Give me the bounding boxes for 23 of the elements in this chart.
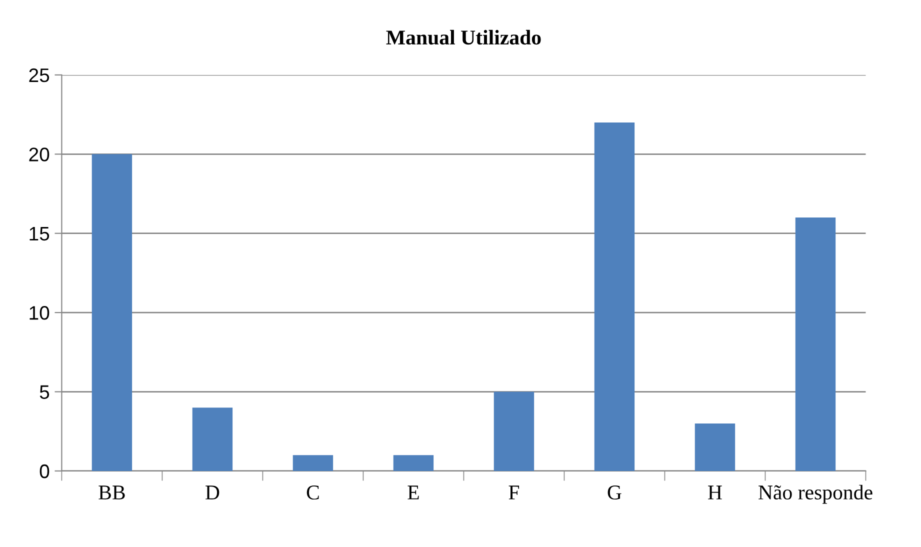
bar bbox=[92, 154, 132, 471]
x-tick-label: Não responde bbox=[758, 484, 872, 504]
y-tick-label: 10 bbox=[30, 306, 50, 320]
y-tick-label: 5 bbox=[40, 385, 50, 399]
x-tick-label: BB bbox=[98, 486, 125, 500]
bar bbox=[694, 423, 736, 471]
bar bbox=[393, 455, 434, 471]
chart-title: Manual Utilizado bbox=[386, 30, 541, 45]
x-tick-label: G bbox=[608, 486, 622, 500]
y-tick-label: 0 bbox=[40, 464, 50, 478]
y-tick-label: 15 bbox=[30, 227, 50, 241]
bar bbox=[594, 122, 635, 471]
x-tick-label: H bbox=[708, 486, 722, 500]
x-tick-label: F bbox=[508, 486, 520, 500]
y-tick-label: 20 bbox=[29, 148, 50, 162]
bar bbox=[292, 455, 334, 471]
bar bbox=[494, 392, 534, 471]
x-tick-label: C bbox=[306, 486, 319, 500]
bar bbox=[192, 408, 233, 471]
x-tick-label: D bbox=[206, 486, 220, 500]
y-tick-label: 25 bbox=[29, 68, 50, 82]
x-tick-label: E bbox=[408, 486, 419, 500]
bar bbox=[795, 218, 836, 471]
